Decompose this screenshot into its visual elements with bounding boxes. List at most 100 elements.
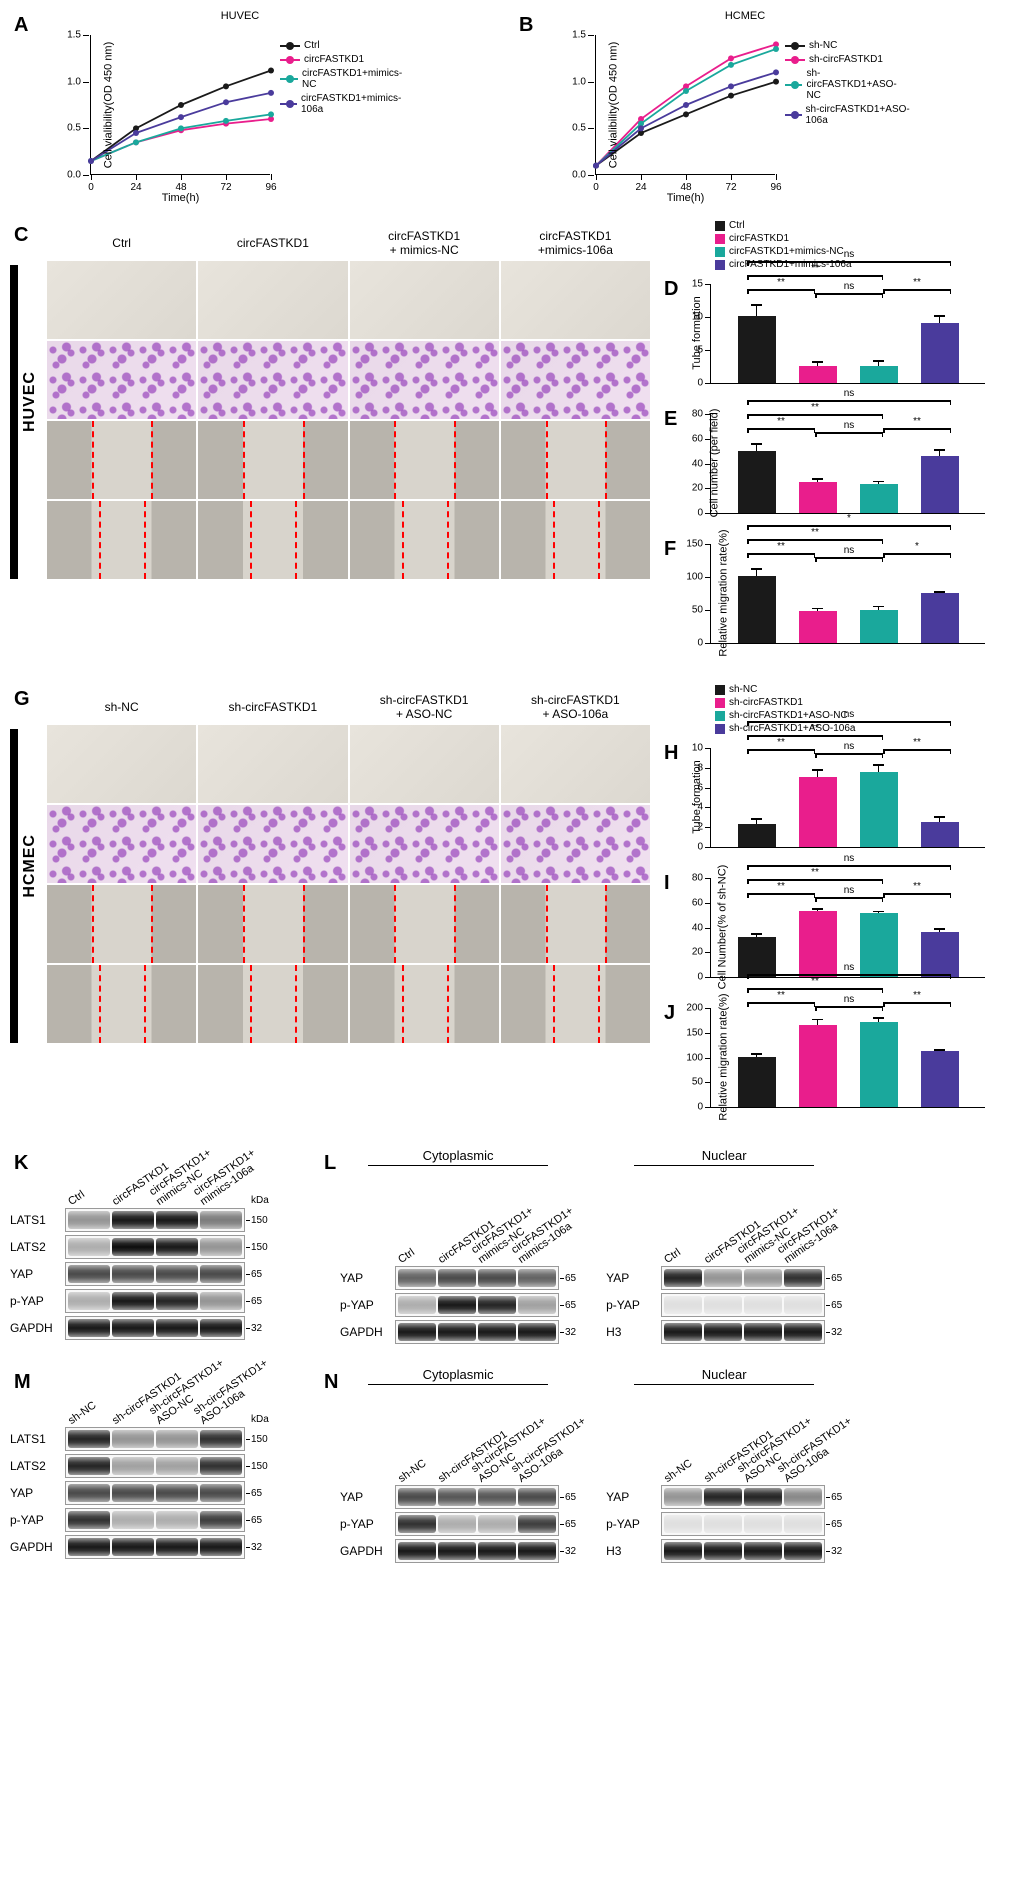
y-tick-label: 0 bbox=[697, 842, 703, 853]
significance-label: ** bbox=[777, 881, 785, 892]
blot-lane-labels: CtrlcircFASTKD1circFASTKD1+ mimics-NCcir… bbox=[65, 1153, 310, 1208]
blot-row: YAP65 bbox=[606, 1485, 842, 1509]
kda-label: 65 bbox=[831, 1492, 842, 1503]
blot-lane-labels: sh-NCsh-circFASTKD1sh-circFASTKD1+ ASO-N… bbox=[395, 1430, 576, 1485]
significance-label: ns bbox=[844, 741, 855, 752]
band bbox=[68, 1430, 110, 1448]
significance-line bbox=[815, 897, 883, 899]
significance-label: ** bbox=[913, 416, 921, 427]
legend-label: circFASTKD1+mimics-NC bbox=[729, 246, 844, 257]
assay-image bbox=[350, 805, 499, 883]
significance-line bbox=[883, 289, 951, 291]
band bbox=[200, 1430, 242, 1448]
band bbox=[112, 1292, 154, 1310]
error-bar bbox=[878, 481, 880, 485]
band bbox=[438, 1323, 476, 1341]
panel-I: I020406080ns******nsCell Number(% of sh-… bbox=[660, 868, 1010, 998]
blot-section-title: Cytoplasmic bbox=[368, 1148, 548, 1166]
kda-label: 65 bbox=[251, 1269, 262, 1280]
blot-lanes bbox=[661, 1512, 825, 1536]
legend-item: sh-circFASTKD1+ASO-106a bbox=[715, 723, 1010, 734]
y-tick-label: 0 bbox=[697, 972, 703, 983]
bar-axes: 020406080ns******ns bbox=[710, 414, 985, 514]
protein-name: p-YAP bbox=[340, 1517, 395, 1531]
band bbox=[704, 1542, 742, 1560]
significance-label: ** bbox=[811, 723, 819, 734]
bar bbox=[920, 1049, 960, 1107]
barchart-H: 0246810ns******nsTube formation bbox=[660, 738, 1000, 868]
bar-axes: 050100150ns****** bbox=[710, 544, 985, 644]
band bbox=[200, 1265, 242, 1283]
western-blot-L-cyto: CytoplasmicCtrlcircFASTKD1circFASTKD1+ m… bbox=[340, 1148, 576, 1347]
blot-row: GAPDH32 bbox=[10, 1535, 310, 1559]
significance-line bbox=[747, 289, 815, 291]
band bbox=[438, 1296, 476, 1314]
blot-lanes bbox=[65, 1262, 245, 1286]
bar-rect bbox=[738, 937, 776, 977]
significance-line bbox=[747, 553, 815, 555]
significance-label: ** bbox=[811, 263, 819, 274]
legend-label: sh-circFASTKD1 bbox=[809, 54, 883, 65]
blot-section-title: Nuclear bbox=[634, 1148, 814, 1166]
assay-image bbox=[501, 805, 650, 883]
panel-G: G HCMEC sh-NCsh-circFASTKD1sh-circFASTKD… bbox=[10, 684, 650, 1043]
error-bar bbox=[756, 818, 758, 824]
y-tick-label: 1.0 bbox=[67, 76, 81, 87]
legend-label: circFASTKD1 bbox=[304, 54, 364, 65]
kda-label: 65 bbox=[565, 1519, 576, 1530]
y-axis-label: Tube formation bbox=[691, 760, 703, 834]
blot-lanes bbox=[395, 1320, 559, 1344]
bar bbox=[920, 315, 960, 383]
kda-label: 150 bbox=[251, 1215, 268, 1226]
band bbox=[518, 1269, 556, 1287]
band bbox=[156, 1484, 198, 1502]
band bbox=[398, 1515, 436, 1533]
panel-N: N Cytoplasmicsh-NCsh-circFASTKD1sh-circF… bbox=[320, 1367, 1000, 1566]
y-tick-label: 0.5 bbox=[67, 123, 81, 134]
significance-label: ** bbox=[913, 277, 921, 288]
significance-label: ** bbox=[777, 737, 785, 748]
bar bbox=[737, 818, 777, 847]
protein-name: YAP bbox=[10, 1267, 65, 1281]
x-tick-label: 96 bbox=[770, 182, 781, 193]
panel-K: K CtrlcircFASTKD1circFASTKD1+ mimics-NCc… bbox=[10, 1148, 310, 1343]
lane-label: sh-NC bbox=[396, 1457, 428, 1485]
panel-label-C: C bbox=[14, 224, 28, 247]
significance-line bbox=[747, 865, 951, 867]
kda-label: 150 bbox=[251, 1434, 268, 1445]
panel-label-A: A bbox=[14, 14, 28, 37]
band bbox=[200, 1319, 242, 1337]
bar-rect bbox=[860, 913, 898, 977]
band bbox=[200, 1292, 242, 1310]
significance-label: ns bbox=[844, 420, 855, 431]
assay-image bbox=[47, 725, 196, 803]
band bbox=[664, 1488, 702, 1506]
error-bar bbox=[817, 608, 819, 611]
assay-image bbox=[501, 965, 650, 1043]
y-tick-label: 1.0 bbox=[572, 76, 586, 87]
band bbox=[438, 1515, 476, 1533]
significance-line bbox=[815, 557, 883, 559]
assay-image bbox=[198, 725, 347, 803]
error-bar bbox=[878, 1017, 880, 1022]
y-tick-label: 0.0 bbox=[67, 170, 81, 181]
y-tick-label: 150 bbox=[686, 539, 703, 550]
band bbox=[200, 1457, 242, 1475]
band bbox=[200, 1238, 242, 1256]
linechart-B: HCMEC0.00.51.01.5024487296Time(h)Cell vi… bbox=[540, 10, 910, 200]
blot-lanes bbox=[65, 1208, 245, 1232]
column-header: sh-circFASTKD1 + ASO-NC bbox=[350, 689, 499, 725]
band bbox=[112, 1319, 154, 1337]
significance-label: ns bbox=[844, 709, 855, 720]
blot-section-title: Cytoplasmic bbox=[368, 1367, 548, 1385]
legend-item: circFASTKD1 bbox=[715, 233, 1010, 244]
assay-image bbox=[198, 501, 347, 579]
blot-lanes bbox=[65, 1289, 245, 1313]
band bbox=[744, 1488, 782, 1506]
band bbox=[68, 1238, 110, 1256]
protein-name: p-YAP bbox=[10, 1294, 65, 1308]
legend-item: sh-circFASTKD1 bbox=[715, 697, 1010, 708]
blot-lane-labels: sh-NCsh-circFASTKD1sh-circFASTKD1+ ASO-N… bbox=[661, 1430, 842, 1485]
y-tick-label: 60 bbox=[692, 433, 703, 444]
significance-line bbox=[747, 974, 951, 976]
